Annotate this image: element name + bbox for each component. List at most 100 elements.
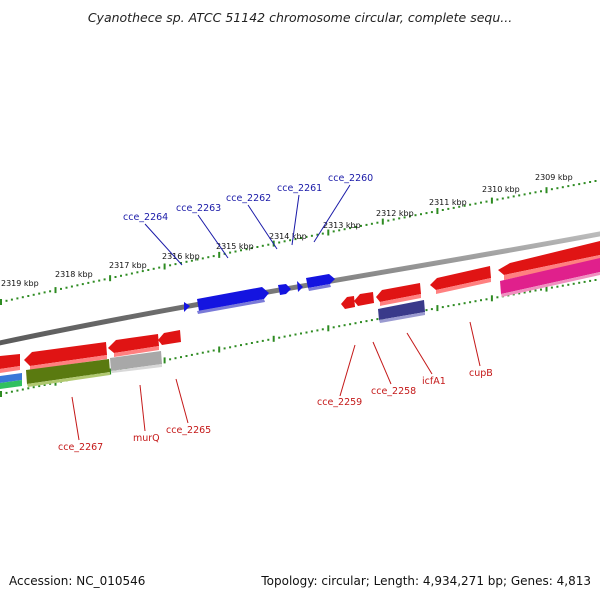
ruler-minor-tick: [240, 344, 242, 347]
ruler-minor-tick: [567, 283, 570, 286]
ruler-minor-tick: [190, 353, 193, 356]
ruler-minor-tick: [392, 218, 395, 221]
ruler-minor-tick: [463, 302, 466, 305]
gene-label: icfA1: [422, 376, 446, 387]
ruler-minor-tick: [180, 262, 182, 264]
ruler-minor-tick: [354, 226, 357, 228]
ruler-minor-tick: [387, 219, 390, 222]
ruler-minor-tick: [332, 230, 335, 233]
ruler-minor-tick: [212, 349, 215, 352]
gene-label: cce_2263: [176, 203, 221, 214]
ruler-minor-tick: [174, 357, 177, 360]
ruler-minor-tick: [283, 335, 286, 338]
ruler-minor-tick: [458, 205, 461, 208]
ruler-minor-tick: [425, 212, 428, 215]
function-block-olive: [26, 359, 110, 384]
gene-arrow-reverse: [24, 342, 107, 366]
ruler-minor-tick: [201, 351, 204, 354]
ruler-minor-tick: [349, 227, 352, 230]
ruler-minor-tick: [120, 274, 122, 277]
gene-arrow-forward: [197, 287, 269, 311]
gene-label: cupB: [469, 368, 493, 379]
ruler-major-tick: [436, 208, 439, 214]
ruler-minor-tick: [240, 249, 242, 252]
gene-label: cce_2267: [58, 442, 103, 453]
ruler-major-tick: [163, 263, 166, 270]
outer-scale-ruler: [0, 180, 597, 305]
ruler-major-tick: [272, 335, 275, 342]
ruler-minor-tick: [65, 286, 68, 289]
ruler-major-tick: [54, 287, 57, 294]
ruler-minor-tick: [229, 251, 232, 254]
ruler-minor-tick: [540, 190, 542, 193]
ruler-major-tick: [218, 251, 221, 258]
ruler-minor-tick: [207, 256, 210, 259]
label-leaders: [71, 184, 481, 441]
gene-label: cce_2259: [317, 397, 362, 408]
ruler-minor-tick: [441, 209, 444, 211]
ruler-minor-tick: [21, 388, 24, 391]
kbp-label: 2318 kbp: [55, 270, 93, 279]
function-block-blue: [0, 373, 22, 383]
ruler-minor-tick: [300, 332, 302, 335]
ruler-minor-tick: [283, 240, 286, 243]
ruler-minor-tick: [452, 206, 455, 209]
ruler-minor-tick: [480, 201, 482, 204]
gene-arrow-reverse: [376, 283, 421, 302]
ruler-minor-tick: [305, 235, 308, 238]
ruler-minor-tick: [256, 340, 259, 343]
ruler-minor-tick: [518, 194, 521, 197]
ruler-minor-tick: [103, 278, 106, 281]
ruler-minor-tick: [250, 247, 253, 250]
ruler-minor-tick: [310, 330, 313, 333]
ruler-minor-tick: [125, 273, 128, 276]
genome-stats-text: Topology: circular; Length: 4,934,271 bp…: [261, 574, 591, 588]
ruler-major-tick: [327, 229, 330, 236]
ruler-minor-tick: [349, 323, 352, 326]
ruler-minor-tick: [496, 296, 499, 299]
ruler-minor-tick: [267, 243, 270, 246]
ruler-minor-tick: [87, 281, 90, 284]
ruler-minor-tick: [441, 306, 444, 309]
ruler-minor-tick: [561, 284, 564, 287]
ruler-minor-tick: [289, 334, 292, 337]
ruler-minor-tick: [376, 221, 379, 224]
ruler-minor-tick: [370, 319, 373, 322]
ruler-minor-tick: [370, 222, 373, 225]
ruler-minor-tick: [32, 293, 35, 296]
ruler-minor-tick: [523, 193, 526, 196]
ruler-minor-tick: [316, 233, 319, 236]
ruler-minor-tick: [300, 237, 302, 239]
ruler-minor-tick: [360, 321, 362, 324]
kbp-label: 2317 kbp: [109, 261, 147, 270]
ruler-minor-tick: [261, 339, 264, 342]
ruler-minor-tick: [534, 289, 537, 292]
ruler-minor-tick: [561, 186, 564, 189]
ruler-minor-tick: [365, 320, 368, 323]
gene-label: murQ: [133, 433, 160, 444]
ruler-minor-tick: [261, 244, 264, 247]
ruler-major-tick: [0, 391, 2, 397]
ruler-minor-tick: [507, 196, 510, 199]
ruler-minor-tick: [430, 308, 433, 311]
ruler-minor-tick: [578, 281, 581, 284]
gene-arrow-reverse: [341, 296, 355, 309]
ruler-minor-tick: [398, 217, 401, 220]
ruler-minor-tick: [360, 224, 362, 227]
gene-arrow-reverse: [354, 292, 374, 306]
kbp-label: 2311 kbp: [429, 198, 467, 207]
ruler-minor-tick: [49, 290, 52, 293]
ruler-minor-tick: [409, 215, 412, 218]
gene-label: cce_2260: [328, 173, 373, 184]
ruler-minor-tick: [196, 258, 199, 261]
ruler-minor-tick: [234, 250, 237, 253]
kbp-label: 2316 kbp: [162, 252, 200, 261]
ruler-minor-tick: [376, 318, 379, 321]
ruler-minor-tick: [343, 228, 346, 231]
reverse-genes: [0, 241, 600, 373]
gene-label: cce_2261: [277, 183, 322, 194]
ruler-minor-tick: [501, 197, 504, 200]
ruler-minor-tick: [420, 213, 422, 216]
ruler-minor-tick: [223, 347, 226, 350]
ruler-minor-tick: [594, 180, 597, 182]
